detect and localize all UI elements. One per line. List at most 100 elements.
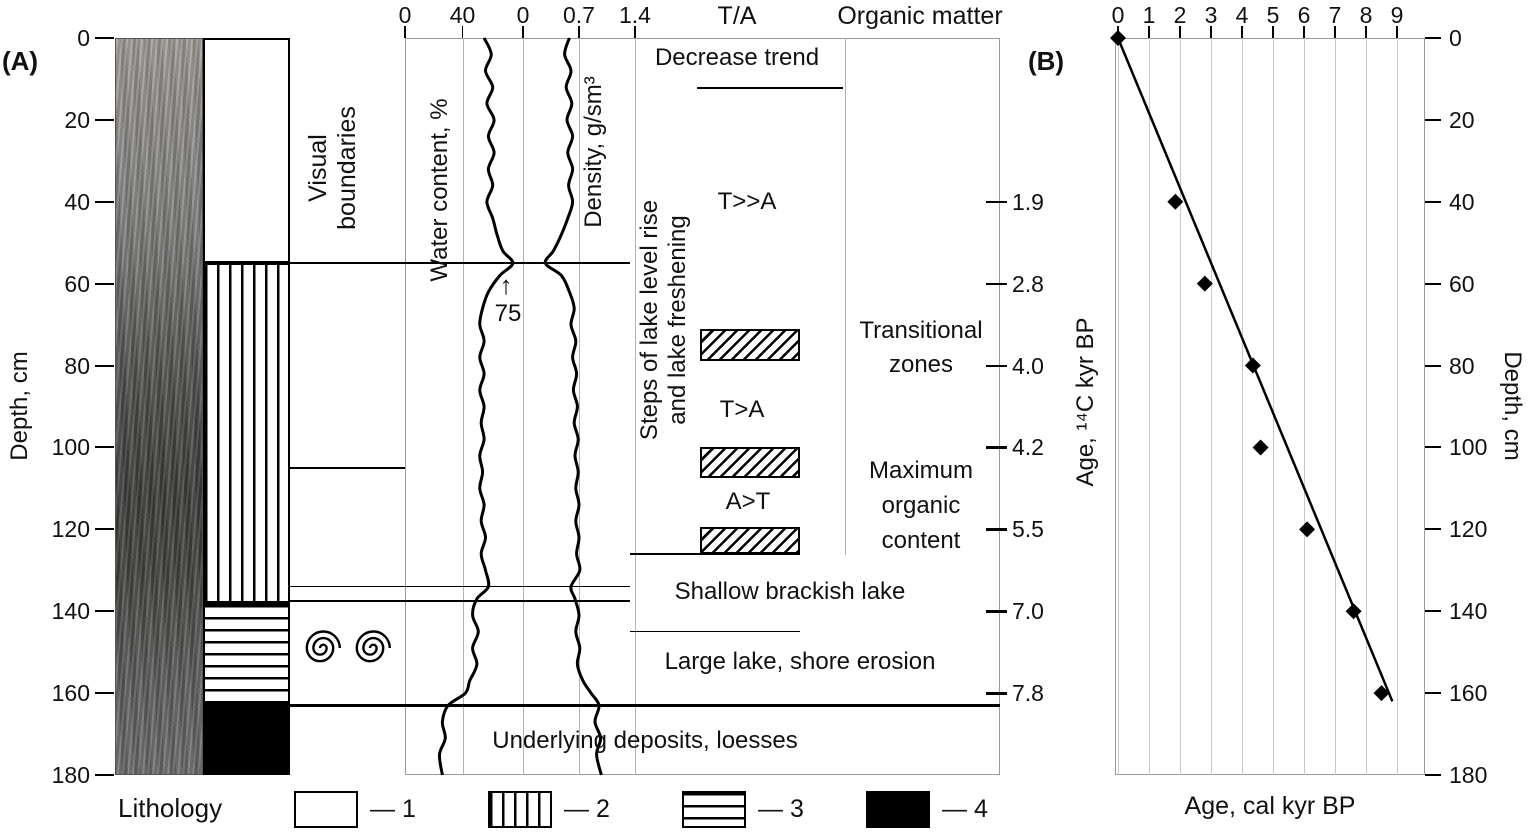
transitional-zone-hatch-1 [700, 328, 800, 362]
density-tick-mark [578, 26, 580, 38]
density-tick-label: 1.4 [619, 2, 651, 28]
legend-swatch-2 [488, 791, 552, 828]
boundary-line [290, 585, 630, 588]
calkyr-tick-label: 2 [1173, 2, 1187, 28]
depth-tick-label-right: 100 [1449, 434, 1488, 461]
gastropod-shell-icon [305, 630, 341, 663]
calkyr-tick-mark [1272, 26, 1274, 38]
density-tick-label: 0 [516, 2, 530, 28]
age-14c-tick-label: 7.0 [1012, 598, 1044, 625]
legend-swatch-1 [294, 791, 358, 828]
age-14c-tick-mark [986, 282, 1007, 286]
depth-tick-mark-left [95, 37, 114, 39]
grid-line-panel-a [635, 38, 636, 775]
calkyr-tick-mark [1334, 26, 1336, 38]
grid-line-panel-b [1397, 38, 1398, 775]
lithology-legend-title: Lithology [118, 793, 223, 823]
underlying-deposits-label: Underlying deposits, loesses [492, 727, 798, 754]
a-greater-t-label: A>T [725, 488, 771, 515]
grid-line-panel-a [463, 38, 464, 775]
depth-tick-label-left: 0 [77, 25, 90, 51]
grid-line-panel-b [1180, 38, 1181, 775]
water-content-axis-label: Water content, % [425, 98, 453, 282]
depth-tick-mark-left [95, 282, 114, 285]
lithology-unit-1 [203, 38, 290, 264]
depth-tick-label-right: 180 [1449, 762, 1488, 788]
gastropod-shell-icon [355, 630, 391, 663]
calkyr-tick-label: 7 [1328, 2, 1342, 28]
age-14c-tick-label: 7.8 [1012, 680, 1044, 707]
panel-b-label: (B) [1028, 46, 1065, 76]
steps-of-lake-level-label: Steps of lake level rise and lake freshe… [635, 199, 691, 441]
visual-boundaries-label: Visual boundaries [303, 106, 362, 230]
water-peak-annotation: 75 [494, 300, 522, 327]
grid-line-panel-b [1242, 38, 1243, 775]
lithology-unit-4 [203, 705, 290, 775]
density-axis-label: Density, g/sm³ [579, 76, 607, 228]
calkyr-tick-label: 8 [1359, 2, 1373, 28]
age-14c-tick-label: 5.5 [1012, 516, 1044, 543]
calkyr-tick-label: 4 [1235, 2, 1249, 28]
depth-tick-mark-right [1425, 528, 1441, 531]
age-14c-tick-label: 2.8 [1012, 270, 1044, 297]
calkyr-tick-mark [1148, 26, 1150, 38]
legend-item-label-3: — 3 [758, 795, 804, 823]
depth-tick-label-left: 100 [51, 434, 90, 461]
ta-column-header: T/A [717, 2, 757, 30]
calkyr-tick-mark [1365, 26, 1367, 38]
depth-tick-label-right: 140 [1449, 598, 1488, 625]
depth-tick-label-left: 40 [64, 188, 90, 215]
boundary-line [630, 630, 800, 633]
depth-tick-mark-right [1425, 282, 1441, 285]
decrease-trend-label: Decrease trend [654, 44, 820, 71]
depth-tick-mark-right [1425, 37, 1441, 39]
grid-line-panel-b [1304, 38, 1305, 775]
depth-axis-label-left: Depth, cm [5, 351, 33, 461]
depth-tick-label-left: 120 [51, 516, 90, 543]
transitional-zones-label: Transitional zones [859, 317, 983, 378]
depth-tick-mark-right [1425, 200, 1441, 203]
boundary-line [290, 262, 630, 264]
t-much-greater-a-label: T>>A [717, 188, 777, 215]
depth-tick-label-left: 140 [51, 598, 90, 625]
depth-tick-mark-right [1425, 364, 1441, 367]
depth-tick-mark-right [1425, 774, 1441, 776]
lithology-unit-3 [203, 603, 290, 706]
depth-tick-label-right: 20 [1449, 106, 1475, 133]
water-tick-label: 0 [398, 2, 412, 28]
depth-tick-label-right: 40 [1449, 188, 1475, 215]
shallow-brackish-lake-label: Shallow brackish lake [674, 578, 906, 605]
depth-tick-mark-right [1425, 118, 1441, 121]
depth-tick-mark-left [95, 528, 114, 531]
legend-swatch-4 [866, 791, 930, 828]
depth-tick-mark-right [1425, 692, 1441, 695]
depth-tick-mark-left [95, 692, 114, 695]
calkyr-tick-mark [1241, 26, 1243, 38]
density-tick-mark [634, 26, 636, 38]
depth-tick-mark-left [95, 118, 114, 121]
depth-tick-mark-left [95, 446, 114, 449]
calkyr-tick-mark [1396, 26, 1398, 38]
depth-tick-mark-left [95, 200, 114, 203]
calkyr-tick-mark [1210, 26, 1212, 38]
calkyr-tick-mark [1303, 26, 1305, 38]
depth-tick-label-left: 180 [51, 762, 90, 788]
age-14c-tick-label: 1.9 [1012, 188, 1044, 215]
grid-line-panel-a [523, 38, 524, 775]
calkyr-tick-label: 3 [1204, 2, 1218, 28]
grid-line-panel-b [1335, 38, 1336, 775]
age-14c-tick-mark [986, 200, 1007, 204]
depth-tick-label-right: 0 [1449, 25, 1462, 51]
transitional-zone-hatch-3 [700, 527, 800, 554]
panel-a-plot-frame [405, 38, 1000, 775]
depth-tick-label-right: 80 [1449, 352, 1475, 379]
boundary-line [290, 703, 1000, 708]
boundary-line [290, 600, 630, 602]
depth-tick-mark-left [95, 774, 114, 776]
calkyr-tick-label: 1 [1142, 2, 1156, 28]
grid-line-panel-b [1211, 38, 1212, 775]
transitional-zone-hatch-2 [700, 447, 800, 479]
lithology-unit-2 [203, 263, 290, 604]
calkyr-tick-label: 0 [1111, 2, 1125, 28]
water-tick-mark [461, 26, 464, 38]
